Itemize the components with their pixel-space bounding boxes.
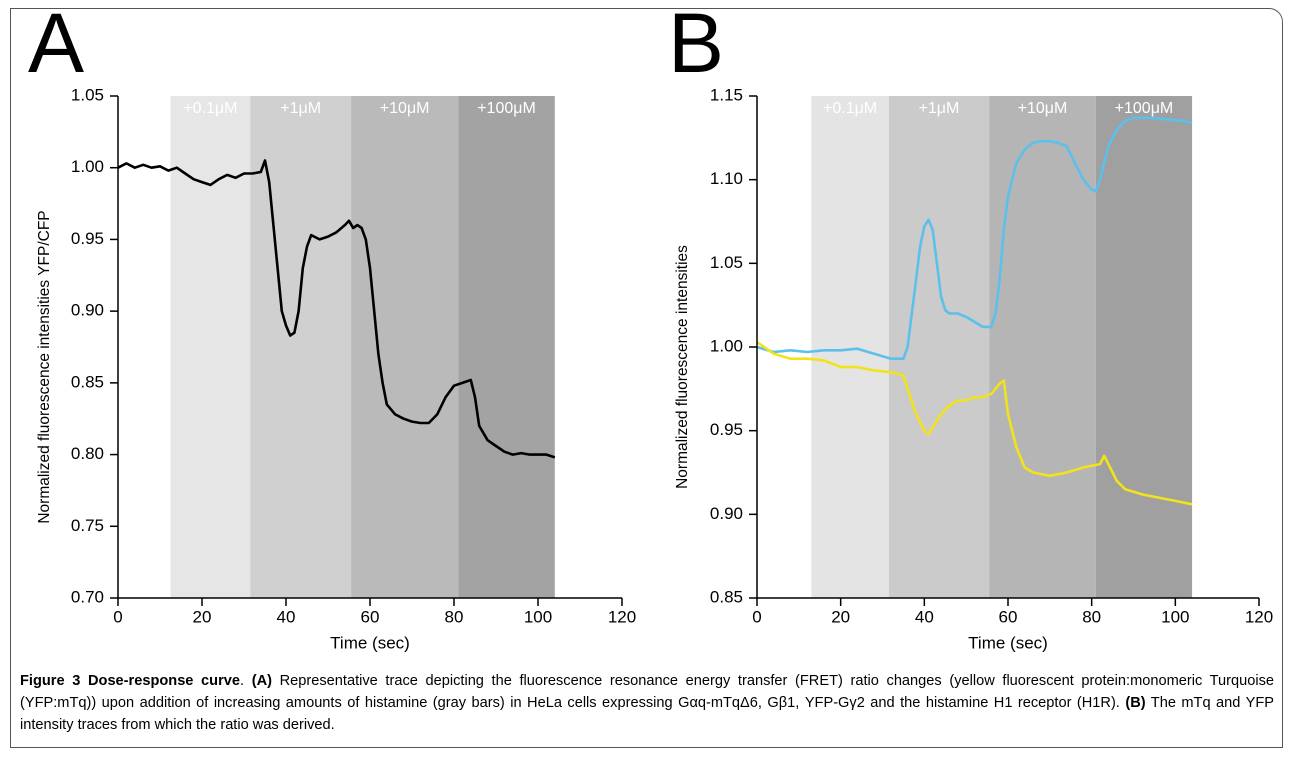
dose-region	[989, 96, 1096, 598]
dose-region	[1095, 96, 1193, 598]
x-tick-label: 100	[1161, 607, 1189, 626]
x-tick-label: 40	[277, 607, 296, 626]
y-tick-label: 1.00	[710, 336, 743, 355]
y-tick-label: 0.80	[71, 444, 104, 463]
caption-segment: (A)	[251, 673, 272, 689]
y-tick-label: 1.00	[71, 157, 104, 176]
x-tick-label: 60	[361, 607, 380, 626]
caption-segment: Representative trace depicting the fluor…	[20, 673, 1274, 711]
x-tick-label: 20	[831, 607, 850, 626]
y-tick-label: 1.05	[71, 85, 104, 104]
x-tick-label: 40	[915, 607, 934, 626]
dose-label: +1μM	[280, 100, 321, 117]
y-tick-label: 0.70	[71, 587, 104, 606]
dose-region	[888, 96, 990, 598]
data-line	[117, 159, 556, 459]
dose-region	[250, 96, 352, 598]
data-line	[756, 116, 1193, 360]
x-tick-label: 120	[608, 607, 636, 626]
dose-label: +100μM	[1115, 100, 1174, 117]
x-tick-label: 60	[999, 607, 1018, 626]
dose-region	[351, 96, 459, 598]
x-tick-label: 80	[445, 607, 464, 626]
dose-label: +1μM	[919, 100, 960, 117]
x-tick-label: 0	[113, 607, 122, 626]
dose-region	[811, 96, 889, 598]
dose-label: +100μM	[477, 100, 536, 117]
y-tick-label: 0.85	[710, 587, 743, 606]
dose-label: +10μM	[1018, 100, 1068, 117]
dose-region	[170, 96, 251, 598]
caption: Figure 3 Dose-response curve. (A) Repres…	[20, 670, 1274, 736]
x-tick-label: 0	[752, 607, 761, 626]
x-tick-label: 80	[1082, 607, 1101, 626]
y-axis-label: Normalized fluorescence intensities YFP/…	[36, 210, 53, 523]
figure: +0.1μM +1μM +10μM +100μM 0.70 0.75 0.80 0.85 0.9…	[28, 0, 1273, 652]
y-tick-label: 0.75	[71, 516, 104, 535]
y-axis-label: Normalized fluorescence intensities	[674, 245, 691, 489]
panel-label: B	[668, 0, 724, 90]
y-tick-label: 1.05	[710, 253, 743, 272]
y-tick-label: 0.85	[71, 372, 104, 391]
y-tick-label: 1.15	[710, 85, 743, 104]
y-tick-label: 1.10	[710, 169, 743, 188]
caption-segment: (B)	[1125, 695, 1146, 711]
y-tick-label: 0.95	[710, 420, 743, 439]
panel-label: A	[28, 0, 84, 90]
caption-segment: Figure 3 Dose-response curve	[20, 673, 241, 689]
caption-segment: The mTq and YFP intensity traces from wh…	[20, 695, 1274, 733]
x-tick-label: 120	[1245, 607, 1273, 626]
x-axis-label: Time (sec)	[330, 633, 410, 652]
caption-segment: .	[240, 673, 252, 689]
data-line	[756, 340, 1193, 506]
y-tick-label: 0.90	[710, 504, 743, 523]
dose-label: +0.1μM	[823, 100, 877, 117]
x-tick-label: 100	[524, 607, 552, 626]
dose-label: +10μM	[380, 100, 430, 117]
x-axis-label: Time (sec)	[968, 633, 1048, 652]
y-tick-label: 0.90	[71, 301, 104, 320]
x-tick-label: 20	[193, 607, 212, 626]
y-tick-label: 0.95	[71, 229, 104, 248]
dose-region	[458, 96, 555, 598]
figure-frame	[10, 8, 1283, 748]
dose-label: +0.1μM	[183, 100, 237, 117]
